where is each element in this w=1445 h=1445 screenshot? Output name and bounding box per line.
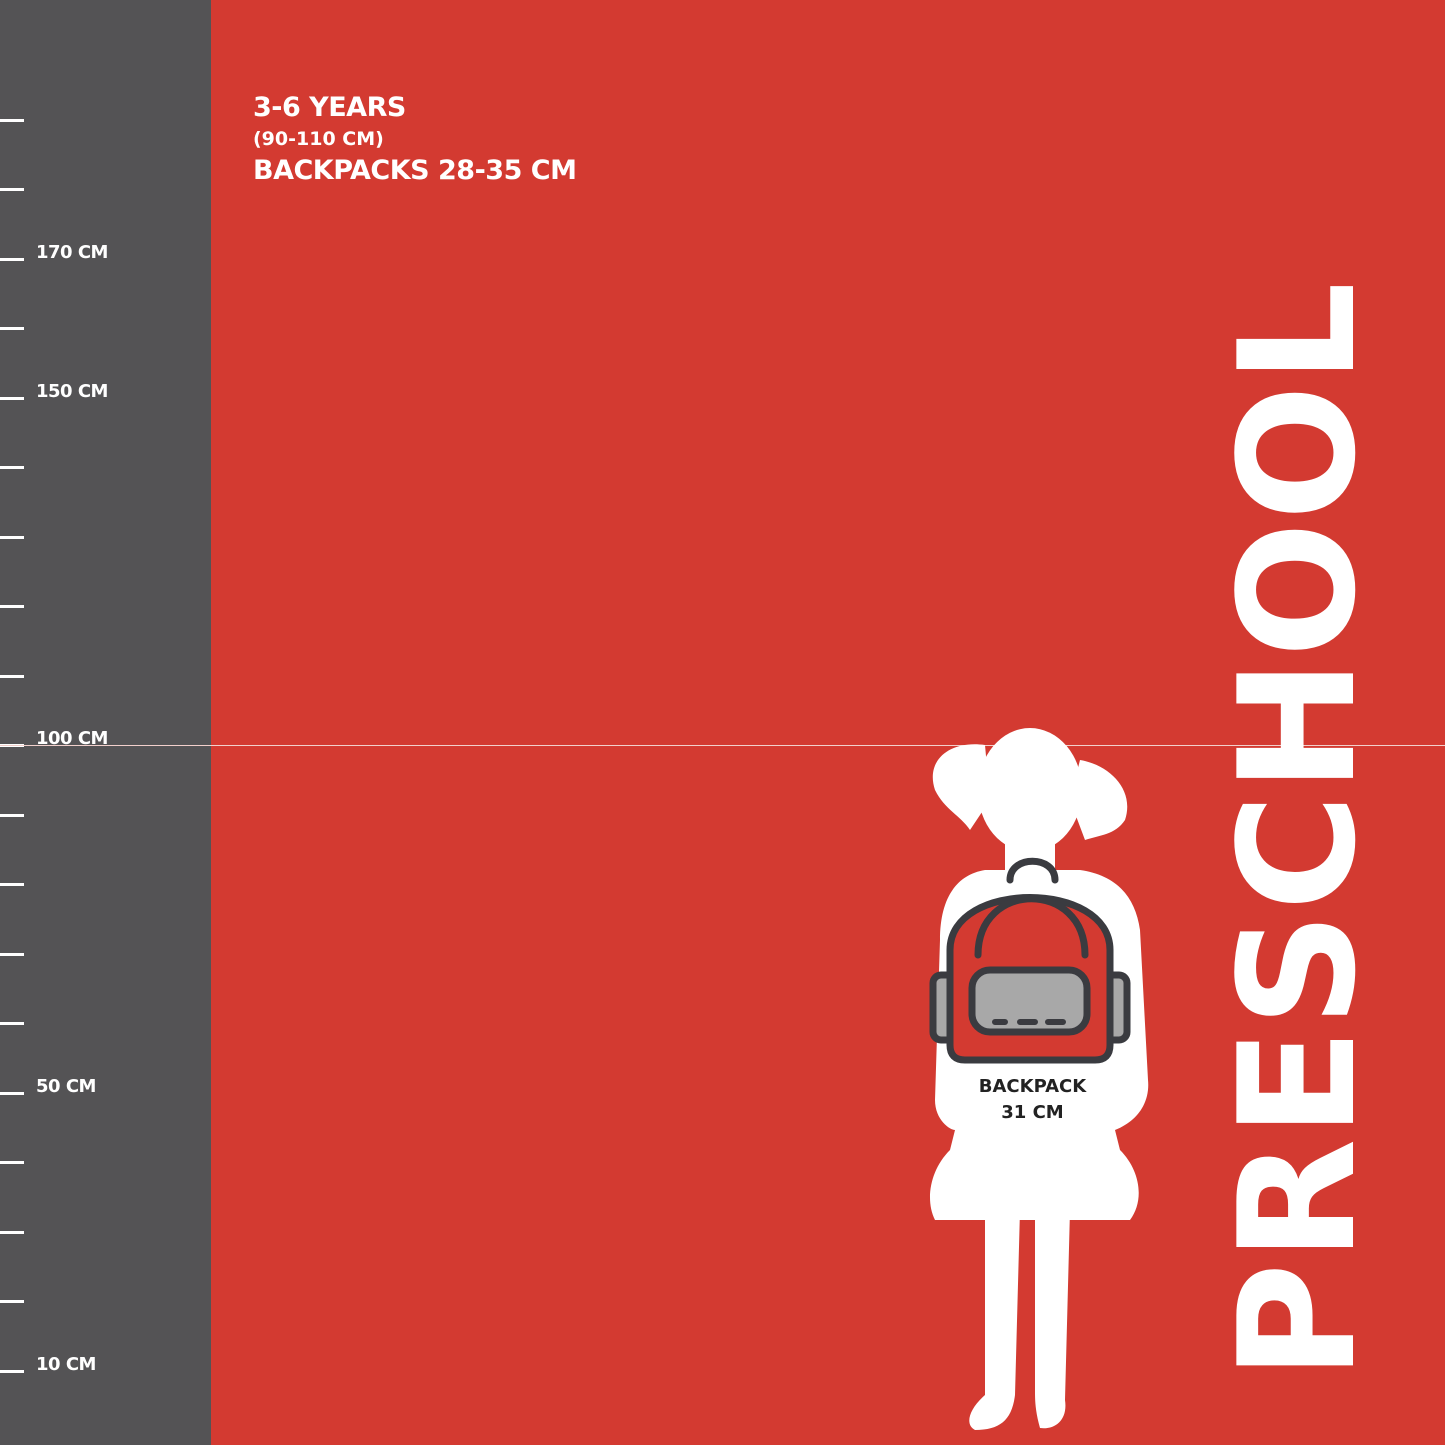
ruler-tick: [0, 1161, 24, 1164]
ruler-tick: [0, 257, 24, 261]
backpack-label: BACKPACK: [978, 1076, 1087, 1097]
ruler-tick: [0, 118, 24, 122]
height-range: (90-110 CM): [253, 128, 384, 150]
age-range: 3-6 YEARS: [253, 92, 406, 123]
ruler-tick: [0, 1369, 24, 1373]
backpack-icon: [929, 857, 1131, 1064]
ruler-label: 100 CM: [36, 728, 108, 749]
ruler-label: 10 CM: [36, 1353, 96, 1375]
ruler-tick: [0, 674, 24, 678]
ruler-tick: [0, 327, 24, 330]
backpack-size: 31 CM: [1001, 1102, 1064, 1123]
ruler-tick: [0, 535, 24, 539]
ruler-tick: [0, 466, 24, 469]
height-level-line: [0, 745, 1445, 746]
category-title: PRESCHOOL: [1204, 280, 1391, 1380]
backpack-range: BACKPACKS 28-35 CM: [253, 155, 577, 186]
girl-silhouette-icon: [929, 728, 1149, 1430]
ruler-tick: [0, 1230, 24, 1234]
ruler-tick: [0, 1091, 24, 1095]
height-ruler: 170 CM 150 CM 100 CM 50 CM 10 CM: [0, 0, 211, 1445]
ruler-tick: [0, 188, 24, 191]
backpack-size-label: BACKPACK 31 CM: [960, 1074, 1105, 1126]
ruler-label: 50 CM: [36, 1075, 96, 1097]
ruler-tick: [0, 1022, 24, 1025]
ruler-tick: [0, 883, 24, 886]
ruler-tick: [0, 952, 24, 956]
age-info: 3-6 YEARS (90-110 CM) BACKPACKS 28-35 CM: [253, 92, 577, 188]
ruler-label: 170 CM: [36, 241, 108, 263]
ruler-tick: [0, 605, 24, 608]
ruler-label: 150 CM: [36, 380, 108, 402]
ruler-tick: [0, 1300, 24, 1303]
ruler-tick: [0, 396, 24, 400]
ruler-tick: [0, 813, 24, 817]
